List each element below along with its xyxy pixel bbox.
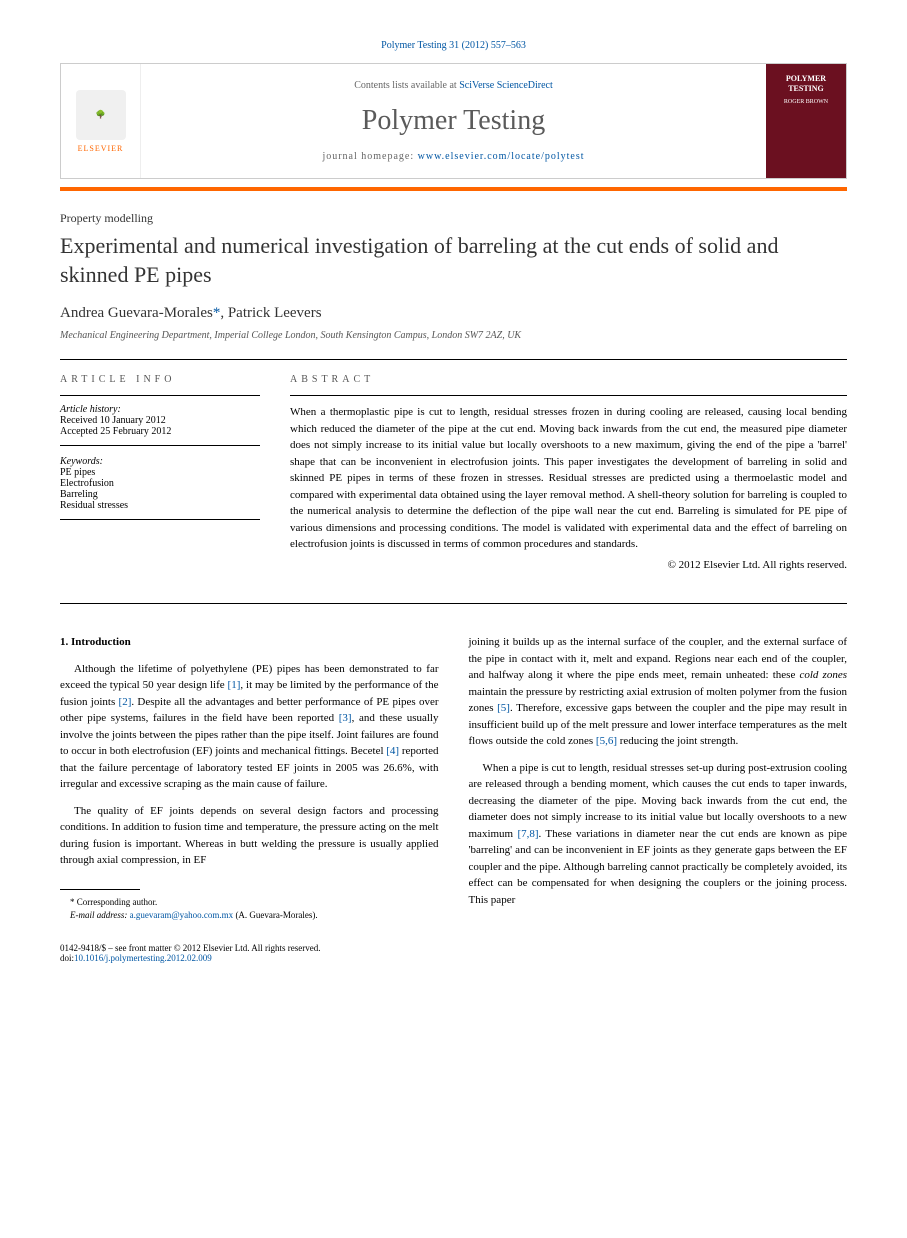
received-date: Received 10 January 2012 xyxy=(60,415,260,426)
email-suffix: (A. Guevara-Morales). xyxy=(233,910,317,920)
footer-left: 0142-9418/$ – see front matter © 2012 El… xyxy=(60,943,321,963)
text: reducing the joint strength. xyxy=(617,735,738,747)
keywords-block: Keywords: PE pipes Electrofusion Barreli… xyxy=(60,456,260,520)
history-label: Article history: xyxy=(60,404,260,415)
right-column: joining it builds up as the internal sur… xyxy=(469,634,848,923)
author-2[interactable]: Patrick Leevers xyxy=(228,305,322,321)
thumb-editor: ROGER BROWN xyxy=(784,99,828,105)
doi-link[interactable]: 10.1016/j.polymertesting.2012.02.009 xyxy=(74,953,212,963)
keyword: Residual stresses xyxy=(60,500,260,511)
paragraph: When a pipe is cut to length, residual s… xyxy=(469,760,848,909)
divider xyxy=(60,603,847,604)
orange-accent-bar xyxy=(60,187,847,191)
contents-prefix: Contents lists available at xyxy=(354,80,459,91)
elsevier-text: ELSEVIER xyxy=(78,144,124,153)
elsevier-logo[interactable]: 🌳 ELSEVIER xyxy=(61,64,141,178)
doi-line: doi:10.1016/j.polymertesting.2012.02.009 xyxy=(60,953,321,963)
text: joining it builds up as the internal sur… xyxy=(469,636,848,681)
ref-link[interactable]: [5,6] xyxy=(596,735,617,747)
authors: Andrea Guevara-Morales*, Patrick Leevers xyxy=(60,305,847,322)
ref-link[interactable]: [1] xyxy=(228,679,241,691)
accepted-date: Accepted 25 February 2012 xyxy=(60,426,260,437)
author-1[interactable]: Andrea Guevara-Morales xyxy=(60,305,213,321)
journal-cover-thumb[interactable]: POLYMER TESTING ROGER BROWN xyxy=(766,64,846,178)
italic-term: cold zones xyxy=(799,669,847,681)
history-block: Article history: Received 10 January 201… xyxy=(60,395,260,446)
footnote-separator xyxy=(60,889,140,890)
footnote-email: E-mail address: a.guevaram@yahoo.com.mx … xyxy=(60,909,439,923)
homepage-link[interactable]: www.elsevier.com/locate/polytest xyxy=(418,151,585,162)
article-category: Property modelling xyxy=(60,211,847,226)
contents-line: Contents lists available at SciVerse Sci… xyxy=(157,80,750,91)
abstract: ABSTRACT When a thermoplastic pipe is cu… xyxy=(290,374,847,573)
keyword: Electrofusion xyxy=(60,478,260,489)
homepage-prefix: journal homepage: xyxy=(322,151,417,162)
article-title: Experimental and numerical investigation… xyxy=(60,232,847,289)
article-info-head: ARTICLE INFO xyxy=(60,374,260,385)
keyword: PE pipes xyxy=(60,467,260,478)
ref-link[interactable]: [5] xyxy=(497,702,510,714)
email-link[interactable]: a.guevaram@yahoo.com.mx xyxy=(130,910,234,920)
abstract-text: When a thermoplastic pipe is cut to leng… xyxy=(290,395,847,573)
affiliation: Mechanical Engineering Department, Imper… xyxy=(60,330,847,341)
homepage-line: journal homepage: www.elsevier.com/locat… xyxy=(157,151,750,162)
author-sep: , xyxy=(220,305,228,321)
copyright: © 2012 Elsevier Ltd. All rights reserved… xyxy=(290,557,847,574)
page-footer: 0142-9418/$ – see front matter © 2012 El… xyxy=(60,943,847,963)
ref-link[interactable]: [7,8] xyxy=(517,828,538,840)
abstract-body: When a thermoplastic pipe is cut to leng… xyxy=(290,406,847,550)
ref-link[interactable]: [4] xyxy=(386,745,399,757)
keywords-label: Keywords: xyxy=(60,456,260,467)
journal-reference: Polymer Testing 31 (2012) 557–563 xyxy=(60,40,847,51)
section-heading: 1. Introduction xyxy=(60,634,439,651)
article-info: ARTICLE INFO Article history: Received 1… xyxy=(60,374,260,573)
divider xyxy=(60,359,847,360)
header-box: 🌳 ELSEVIER Contents lists available at S… xyxy=(60,63,847,179)
front-matter: 0142-9418/$ – see front matter © 2012 El… xyxy=(60,943,321,953)
thumb-title: POLYMER TESTING xyxy=(770,74,842,93)
abstract-head: ABSTRACT xyxy=(290,374,847,385)
body-columns: 1. Introduction Although the lifetime of… xyxy=(60,634,847,923)
paragraph: joining it builds up as the internal sur… xyxy=(469,634,848,750)
ref-link[interactable]: [3] xyxy=(339,712,352,724)
paragraph: The quality of EF joints depends on seve… xyxy=(60,803,439,869)
header-center: Contents lists available at SciVerse Sci… xyxy=(141,64,766,178)
ref-link[interactable]: [2] xyxy=(119,696,132,708)
footnote-corresponding: * Corresponding author. xyxy=(60,896,439,910)
info-abstract-row: ARTICLE INFO Article history: Received 1… xyxy=(60,374,847,573)
journal-name: Polymer Testing xyxy=(157,105,750,137)
elsevier-tree-icon: 🌳 xyxy=(76,90,126,140)
keyword: Barreling xyxy=(60,489,260,500)
doi-label: doi: xyxy=(60,953,74,963)
left-column: 1. Introduction Although the lifetime of… xyxy=(60,634,439,923)
sciencedirect-link[interactable]: SciVerse ScienceDirect xyxy=(459,80,553,91)
email-label: E-mail address: xyxy=(70,910,130,920)
paragraph: Although the lifetime of polyethylene (P… xyxy=(60,661,439,793)
